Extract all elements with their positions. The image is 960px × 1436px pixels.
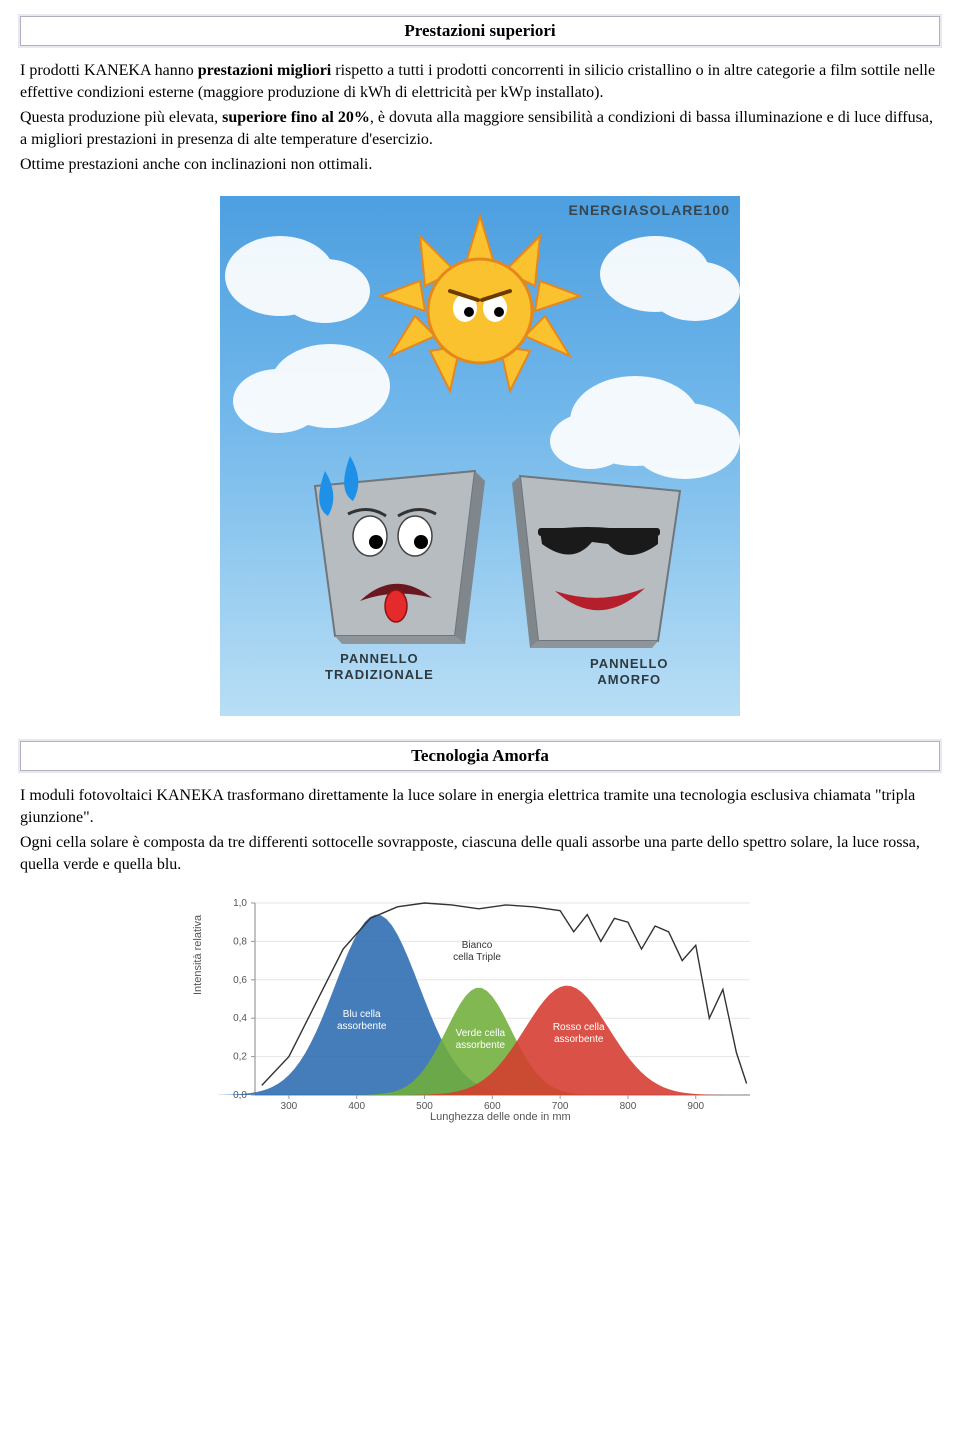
- series-label: Blu cellaassorbente: [322, 1009, 402, 1033]
- spectrum-chart-svg: 3004005006007008009000,00,20,40,60,81,0: [200, 895, 760, 1125]
- p1-a: I prodotti KANEKA hanno: [20, 62, 198, 79]
- cap-amor-l1: PANNELLO: [590, 656, 669, 671]
- caption-traditional: PANNELLO TRADIZIONALE: [325, 651, 434, 684]
- svg-text:900: 900: [687, 1101, 704, 1112]
- svg-text:1,0: 1,0: [233, 898, 247, 909]
- cartoon-figure: ENERGIASOLARE100: [20, 196, 940, 721]
- series-label: Biancocella Triple: [437, 940, 517, 964]
- sec2-para-1: I moduli fotovoltaici KANEKA trasformano…: [20, 785, 940, 828]
- svg-text:0,6: 0,6: [233, 975, 247, 986]
- p2-a: Questa produzione più elevata,: [20, 109, 222, 126]
- sun-icon: [380, 216, 580, 391]
- x-axis-label: Lunghezza delle onde in mm: [430, 1111, 571, 1123]
- panel-traditional: [315, 456, 485, 644]
- cap-trad-l1: PANNELLO: [340, 651, 419, 666]
- svg-text:0,2: 0,2: [233, 1052, 247, 1063]
- svg-text:400: 400: [348, 1101, 365, 1112]
- spectrum-chart: 3004005006007008009000,00,20,40,60,81,0 …: [200, 895, 760, 1125]
- para-2: Questa produzione più elevata, superiore…: [20, 107, 940, 150]
- caption-amorphous: PANNELLO AMORFO: [590, 656, 669, 689]
- cap-trad-l2: TRADIZIONALE: [325, 667, 434, 682]
- svg-text:300: 300: [281, 1101, 298, 1112]
- svg-text:800: 800: [620, 1101, 637, 1112]
- y-axis-label: Intensità relativa: [192, 915, 204, 995]
- cartoon-brand: ENERGIASOLARE100: [569, 202, 730, 218]
- spectrum-chart-figure: 3004005006007008009000,00,20,40,60,81,0 …: [20, 895, 940, 1130]
- section-title-prestazioni: Prestazioni superiori: [20, 16, 940, 46]
- p2-b-bold: superiore fino al 20%: [222, 109, 370, 126]
- series-label: Verde cellaassorbente: [440, 1028, 520, 1052]
- para-3: Ottime prestazioni anche con inclinazion…: [20, 154, 940, 176]
- svg-text:0,4: 0,4: [233, 1014, 247, 1025]
- cap-amor-l2: AMORFO: [597, 672, 661, 687]
- svg-text:0,8: 0,8: [233, 937, 247, 948]
- sec2-para-2: Ogni cella solare è composta da tre diff…: [20, 832, 940, 875]
- series-label: Rosso cellaassorbente: [539, 1022, 619, 1046]
- para-1: I prodotti KANEKA hanno prestazioni migl…: [20, 60, 940, 103]
- cartoon-panel: ENERGIASOLARE100: [220, 196, 740, 716]
- panel-amorphous: [512, 476, 680, 648]
- p1-b-bold: prestazioni migliori: [198, 62, 331, 79]
- cartoon-svg: [220, 196, 740, 716]
- section-title-tecnologia: Tecnologia Amorfa: [20, 741, 940, 771]
- svg-text:0,0: 0,0: [233, 1090, 247, 1101]
